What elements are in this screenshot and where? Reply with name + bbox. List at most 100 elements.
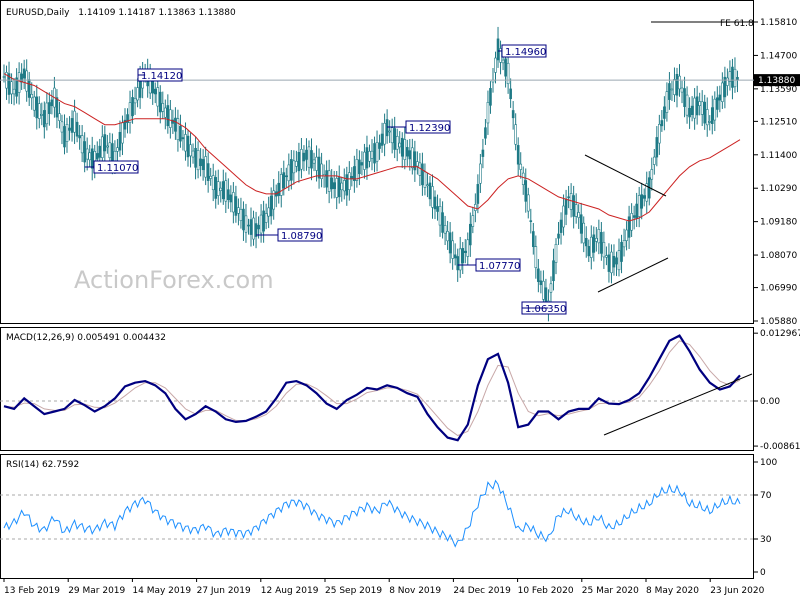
candle-body <box>519 163 523 170</box>
x-tick-label: 25 Sep 2019 <box>325 586 382 596</box>
candle-body <box>579 214 583 234</box>
candle-body <box>216 181 220 196</box>
candle-body <box>421 163 424 186</box>
candle-body <box>471 215 475 227</box>
price-annotation-label: 1.14120 <box>141 71 182 82</box>
candle-body <box>259 214 263 234</box>
header-symbol: EURUSD,Daily 1.14109 1.14187 1.13863 1.1… <box>6 8 236 18</box>
candle-body <box>327 170 331 192</box>
candle-body <box>595 238 598 242</box>
candle-body <box>378 142 381 149</box>
candle-body <box>300 149 303 170</box>
candle-body <box>285 175 288 178</box>
y-tick-label: 100 <box>760 458 777 468</box>
candle-body <box>164 107 167 118</box>
ma-line <box>3 73 741 222</box>
candle-body <box>58 113 61 121</box>
candle-body <box>602 242 606 258</box>
candle-body <box>690 105 694 115</box>
candle-body <box>559 219 563 233</box>
candle-body <box>443 225 447 234</box>
candle-body <box>176 118 180 141</box>
candle-body <box>282 172 286 189</box>
candle-body <box>650 169 654 180</box>
candle-body <box>617 250 621 271</box>
candle-body <box>320 163 323 180</box>
candle-body <box>43 110 46 128</box>
candle-body <box>453 254 457 259</box>
candle-body <box>597 229 601 244</box>
candle-body <box>345 174 349 196</box>
rsi-y-axis: 100 70 30 0 <box>754 458 777 578</box>
candle-body <box>184 134 187 152</box>
x-tick-label: 14 May 2019 <box>132 586 191 596</box>
candle-body <box>637 195 641 217</box>
watermark: ActionForex.com <box>74 266 274 294</box>
candle-body <box>481 149 485 157</box>
candle-body <box>325 170 328 188</box>
candle-body <box>45 102 49 125</box>
candle-body <box>214 177 218 199</box>
candle-body <box>227 189 230 201</box>
candle-body <box>73 110 76 133</box>
candle-body <box>199 158 202 167</box>
y-tick-label: 1.09180 <box>760 218 797 228</box>
x-tick-label: 13 Feb 2019 <box>4 586 60 596</box>
candle-body <box>716 97 719 110</box>
candle-body <box>221 181 225 200</box>
candle-body <box>723 76 727 98</box>
candle-body <box>95 153 99 160</box>
candle-body <box>400 137 404 157</box>
candle-body <box>600 232 603 254</box>
candle-body <box>426 184 429 187</box>
candle-body <box>489 88 492 106</box>
candle-body <box>78 135 81 139</box>
y-tick-label: 1.05880 <box>760 317 797 327</box>
candle-body <box>587 246 591 257</box>
candle-body <box>317 156 321 179</box>
candle-body <box>658 124 661 144</box>
macd-trendline <box>603 373 753 436</box>
x-tick-label: 24 Dec 2019 <box>453 586 511 596</box>
price-annotation-label: 1.06350 <box>525 304 566 315</box>
candle-body <box>516 145 520 165</box>
candle-body <box>368 151 371 162</box>
candle-body <box>627 216 631 238</box>
candle-body <box>710 107 714 124</box>
candle-body <box>383 122 386 145</box>
candle-body <box>363 151 366 170</box>
candle-body <box>436 206 439 212</box>
candle-body <box>708 121 712 123</box>
candle-body <box>75 121 79 137</box>
candle-body <box>380 133 384 146</box>
y-tick-label: 1.15810 <box>760 18 797 28</box>
candle-body <box>542 280 545 300</box>
candle-body <box>474 204 477 211</box>
candle-body <box>196 150 200 171</box>
candle-body <box>526 194 530 212</box>
candle-body <box>509 88 512 100</box>
y-tick-label: 0.012967 <box>760 329 800 339</box>
candle-body <box>441 212 444 233</box>
candle-body <box>564 198 568 215</box>
candle-body <box>219 187 223 191</box>
candle-body <box>572 195 575 217</box>
candle-body <box>620 241 623 262</box>
ohlc-values: 1.14109 1.14187 1.13863 1.13880 <box>78 8 236 18</box>
price-annotation-label: 1.08790 <box>281 231 322 242</box>
candle-body <box>292 160 296 174</box>
current-price-label: 1.13880 <box>758 76 795 86</box>
candle-body <box>290 159 293 181</box>
candle-body <box>90 148 94 169</box>
candle-body <box>224 180 228 202</box>
candle-body <box>698 101 701 106</box>
candle-body <box>211 175 215 191</box>
candle-body <box>605 255 608 258</box>
price-y-axis: 1.15810 1.14700 1.13590 1.12510 1.11400 1.102… <box>754 18 800 327</box>
candle-body <box>101 136 104 158</box>
candle-body <box>136 87 139 101</box>
price-annotation-label: 1.14960 <box>505 47 546 58</box>
candle-body <box>524 180 528 202</box>
candle-body <box>204 156 207 178</box>
candle-body <box>244 215 248 233</box>
